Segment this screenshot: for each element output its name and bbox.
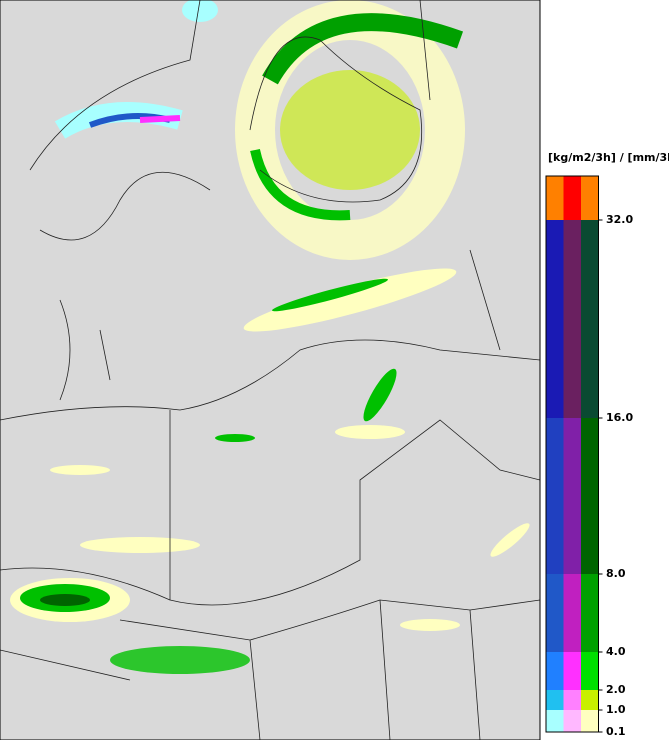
legend-swatch — [546, 176, 564, 220]
legend-swatch — [563, 710, 581, 732]
legend-swatch — [546, 418, 564, 574]
legend: [kg/m2/3h] / [mm/3h] 32.0 16.0 8.0 4.0 2.0 1.… — [545, 151, 669, 738]
legend-swatch — [563, 690, 581, 710]
legend-swatch — [563, 574, 581, 652]
legend-swatch — [546, 220, 564, 418]
legend-swatch — [563, 652, 581, 690]
legend-swatch — [563, 220, 581, 418]
map — [0, 0, 541, 740]
legend-swatch — [546, 710, 564, 732]
legend-swatch — [581, 690, 599, 710]
legend-swatch — [581, 220, 599, 418]
legend-swatch — [563, 176, 581, 220]
legend-swatch — [581, 176, 599, 220]
legend-swatch — [581, 710, 599, 732]
legend-swatch — [581, 652, 599, 690]
legend-swatch — [581, 418, 599, 574]
map-frame — [0, 0, 541, 740]
legend-tick-label: 4.0 — [606, 645, 626, 658]
legend-tick-label: 0.1 — [606, 725, 626, 738]
legend-tick-label: 2.0 — [606, 683, 626, 696]
precipitation — [10, 0, 530, 674]
legend-tick-label: 1.0 — [606, 703, 626, 716]
legend-swatch — [546, 690, 564, 710]
legend-swatch — [581, 574, 599, 652]
legend-swatch — [563, 418, 581, 574]
legend-frame — [545, 175, 599, 733]
legend-tick-label: 8.0 — [606, 567, 626, 580]
legend-swatch — [546, 574, 564, 652]
legend-swatch — [546, 652, 564, 690]
borders — [0, 0, 541, 740]
legend-tick-label: 32.0 — [606, 213, 633, 226]
legend-tick-label: 16.0 — [606, 411, 633, 424]
legend-title: [kg/m2/3h] / [mm/3h] — [548, 151, 669, 164]
